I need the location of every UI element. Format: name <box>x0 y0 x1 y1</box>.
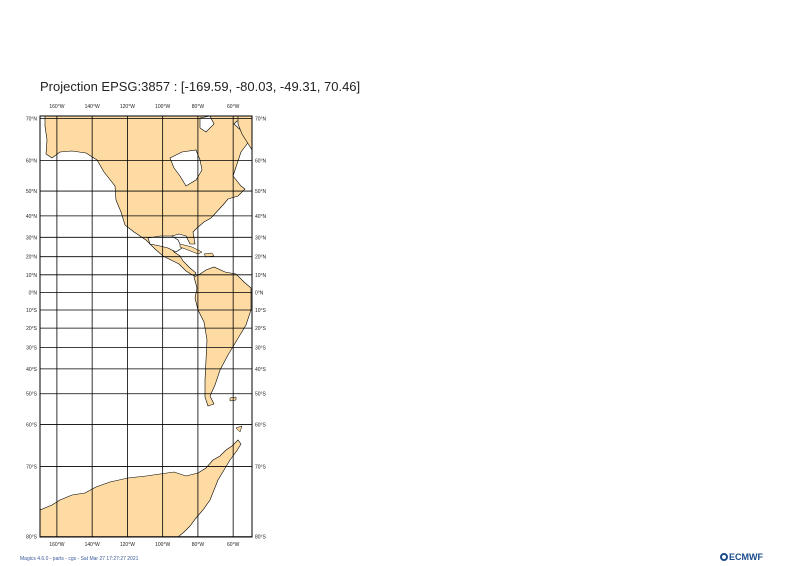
lat-label-right: 10°N <box>255 273 267 279</box>
footer-credit: Magics 4.6.0 - parts - cgs - Sat Mar 27 … <box>20 556 139 562</box>
lat-label-left: 30°S <box>26 345 38 351</box>
ecmwf-logo: ECMWF <box>720 552 763 562</box>
lat-label-left: 10°N <box>26 273 38 279</box>
lat-label-left: 40°N <box>26 214 38 220</box>
south-america-landmass <box>193 266 252 407</box>
lat-label-right: 40°N <box>255 214 267 220</box>
lat-label-left: 20°S <box>26 326 38 332</box>
land-masses <box>39 115 253 538</box>
ecmwf-logo-icon <box>720 553 728 561</box>
lat-label-left: 50°S <box>26 392 38 398</box>
lon-label-bottom: 60°W <box>227 542 240 548</box>
lat-label-left: 50°N <box>26 189 38 195</box>
lat-label-right: 30°N <box>255 235 267 241</box>
lon-label-top: 140°W <box>85 104 100 110</box>
lon-label-bottom: 140°W <box>85 542 100 548</box>
lat-label-right: 70°S <box>255 464 267 470</box>
lat-label-left: 70°S <box>26 464 38 470</box>
lat-label-right: 20°S <box>255 326 267 332</box>
lon-label-top: 100°W <box>155 104 170 110</box>
lat-label-right: 60°S <box>255 422 267 428</box>
lat-label-right: 0°N <box>255 290 264 296</box>
hudson-bay <box>169 149 203 187</box>
lat-label-right: 60°N <box>255 158 267 164</box>
ecmwf-logo-text: ECMWF <box>729 552 763 562</box>
lat-label-left: 30°N <box>26 235 38 241</box>
lat-label-left: 0°N <box>29 290 38 296</box>
lon-label-top: 80°W <box>192 104 205 110</box>
lon-label-top: 160°W <box>49 104 64 110</box>
cuba-island <box>179 243 203 255</box>
lon-label-bottom: 120°W <box>120 542 135 548</box>
lat-label-left: 20°N <box>26 255 38 261</box>
lat-label-right: 50°N <box>255 189 267 195</box>
lat-label-left: 60°S <box>26 422 38 428</box>
lat-label-right: 50°S <box>255 392 267 398</box>
lat-label-left: 10°S <box>26 308 38 314</box>
lat-label-right: 70°N <box>255 116 267 122</box>
lat-label-right: 30°S <box>255 345 267 351</box>
graticule <box>40 116 252 538</box>
lat-label-right: 10°S <box>255 308 267 314</box>
lat-label-right: 40°S <box>255 367 267 373</box>
map-frame <box>39 115 253 538</box>
lat-label-right: 80°S <box>255 535 267 541</box>
lon-label-top: 120°W <box>120 104 135 110</box>
lat-label-left: 80°S <box>26 535 38 541</box>
lat-label-left: 70°N <box>26 116 38 122</box>
lon-label-bottom: 80°W <box>192 542 205 548</box>
lat-label-right: 20°N <box>255 255 267 261</box>
gulf-of-mexico <box>147 235 183 253</box>
hispaniola-island <box>203 252 215 258</box>
antarctica-landmass <box>39 439 242 538</box>
north-america-landmass <box>44 115 251 277</box>
lat-label-left: 60°N <box>26 158 38 164</box>
map-title: Projection EPSG:3857 : [-169.59, -80.03,… <box>40 79 361 94</box>
lon-label-bottom: 100°W <box>155 542 170 548</box>
lon-label-bottom: 160°W <box>49 542 64 548</box>
lat-label-left: 40°S <box>26 367 38 373</box>
south-shetland-islands <box>235 425 243 433</box>
lon-label-top: 60°W <box>227 104 240 110</box>
graticule-labels: 160°W 160°W 140°W 140°W 120°W 120°W 100°W 100°W… <box>26 104 267 548</box>
